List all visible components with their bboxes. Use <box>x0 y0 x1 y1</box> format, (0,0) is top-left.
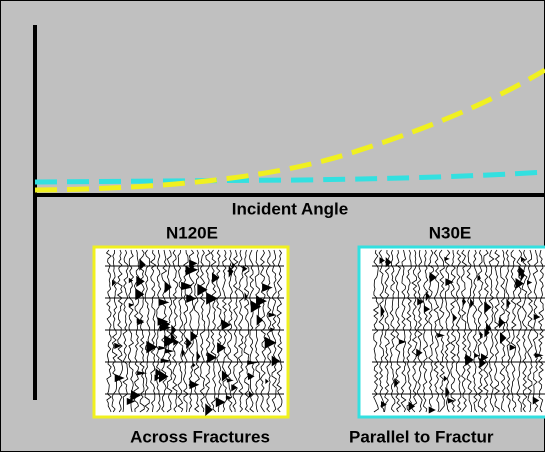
panel-caption: Across Fractures <box>130 427 270 446</box>
panel-title: N120E <box>166 223 218 242</box>
figure: Incident Angle N120E N30E Across Fractur… <box>0 0 545 452</box>
panel-caption: Parallel to Fractur <box>349 427 494 446</box>
axis-label: Incident Angle <box>232 199 349 218</box>
panel-title: N30E <box>429 223 472 242</box>
